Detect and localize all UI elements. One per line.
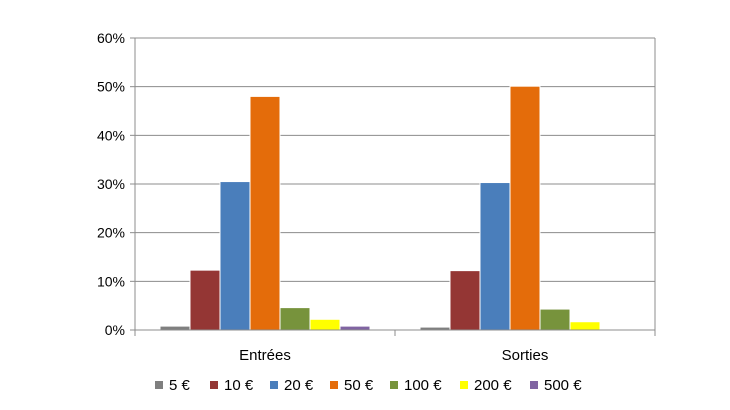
y-tick-label: 0% — [105, 322, 125, 338]
bar-entr-es-200-eur — [309, 318, 341, 331]
legend-label: 10 € — [224, 377, 254, 394]
y-tick-label: 40% — [97, 127, 125, 143]
x-category-label: Entrées — [239, 347, 291, 364]
legend-swatch — [330, 381, 338, 389]
bar-entr-es-100-eur — [279, 307, 311, 331]
legend-label: 100 € — [404, 377, 442, 394]
axes — [130, 37, 656, 336]
legend-label: 5 € — [169, 377, 191, 394]
bar-sorties-100-eur — [539, 308, 571, 331]
legend-swatch — [460, 381, 468, 389]
legend-swatch — [270, 381, 278, 389]
y-tick-label: 60% — [97, 30, 125, 46]
legend-label: 20 € — [284, 377, 314, 394]
bar-entr-es-50-eur — [249, 95, 281, 331]
bar-sorties-10-eur — [449, 270, 481, 331]
bar-entr-es-20-eur — [219, 181, 251, 331]
x-axis-category-labels: Entrées Sorties — [239, 347, 548, 364]
legend-label: 500 € — [544, 377, 582, 394]
bar-sorties-20-eur — [479, 182, 511, 331]
y-axis-tick-labels: 0% 10% 20% 30% 40% 50% 60% — [97, 30, 125, 338]
bar-entr-es-500-eur — [339, 325, 371, 331]
legend: 5 € 10 € 20 € 50 € 100 € 200 € 500 € — [155, 377, 582, 394]
legend-swatch — [530, 381, 538, 389]
bar-sorties-200-eur — [569, 321, 601, 331]
legend-label: 200 € — [474, 377, 512, 394]
y-tick-label: 30% — [97, 176, 125, 192]
y-tick-label: 10% — [97, 273, 125, 289]
bar-sorties-50-eur — [509, 85, 541, 331]
bars — [159, 85, 601, 331]
legend-swatch — [210, 381, 218, 389]
bar-entr-es-10-eur — [189, 269, 221, 331]
y-tick-label: 50% — [97, 79, 125, 95]
legend-swatch — [155, 381, 163, 389]
legend-swatch — [390, 381, 398, 389]
x-category-label: Sorties — [502, 347, 549, 364]
bar-entr-es-5-eur — [159, 325, 191, 331]
y-tick-label: 20% — [97, 225, 125, 241]
legend-label: 50 € — [344, 377, 374, 394]
